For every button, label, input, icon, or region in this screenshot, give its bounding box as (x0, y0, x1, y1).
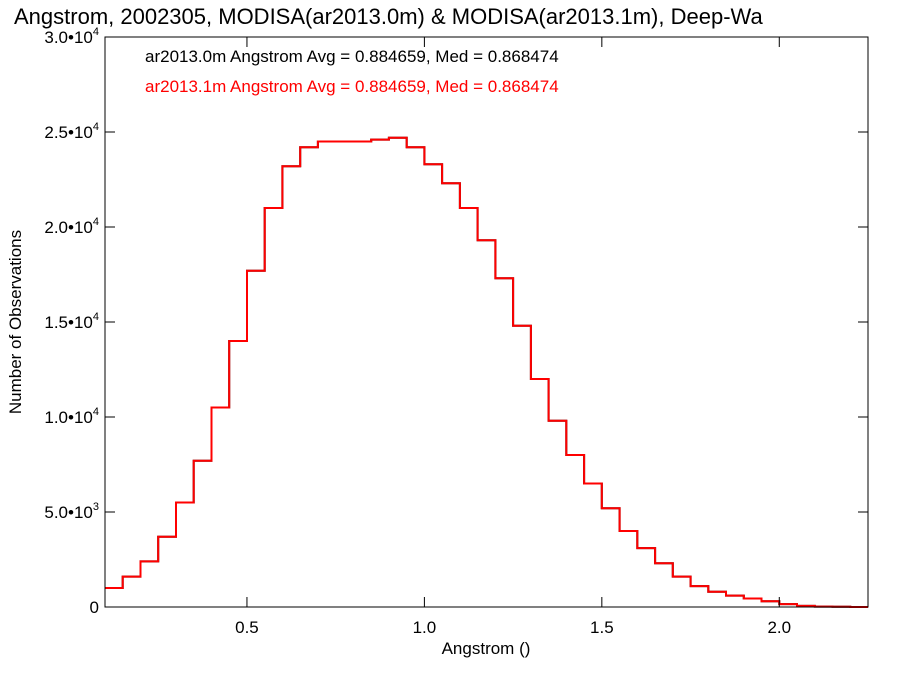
y-axis: 0 5.0•103 1.0•104 1.5•104 2.0•104 2.5•104 3.0•… (44, 26, 868, 617)
y-tick-label-1: 5.0•103 (44, 501, 99, 522)
y-tick-label-5: 2.5•104 (44, 121, 99, 142)
x-axis: 0.5 1.0 1.5 2.0 (235, 37, 791, 637)
y-tick-label-3: 1.5•104 (44, 311, 99, 332)
annotation-ar2013-1m: ar2013.1m Angstrom Avg = 0.884659, Med =… (145, 77, 559, 96)
annotation-ar2013-0m: ar2013.0m Angstrom Avg = 0.884659, Med =… (145, 47, 559, 66)
y-tick-label-0: 0 (90, 598, 99, 617)
series-line-1 (105, 136, 868, 608)
y-tick-label-6: 3.0•104 (44, 26, 99, 47)
y-tick-label-2: 1.0•104 (44, 406, 99, 427)
x-tick-label-1: 1.0 (413, 618, 437, 637)
x-tick-label-2: 1.5 (590, 618, 614, 637)
x-axis-label: Angstrom () (442, 639, 531, 658)
y-axis-label: Number of Observations (6, 230, 25, 414)
series-layer (105, 136, 868, 608)
x-tick-label-3: 2.0 (767, 618, 791, 637)
y-tick-label-4: 2.0•104 (44, 216, 99, 237)
x-tick-label-0: 0.5 (235, 618, 259, 637)
chart-title: Angstrom, 2002305, MODISA(ar2013.0m) & M… (14, 4, 763, 29)
